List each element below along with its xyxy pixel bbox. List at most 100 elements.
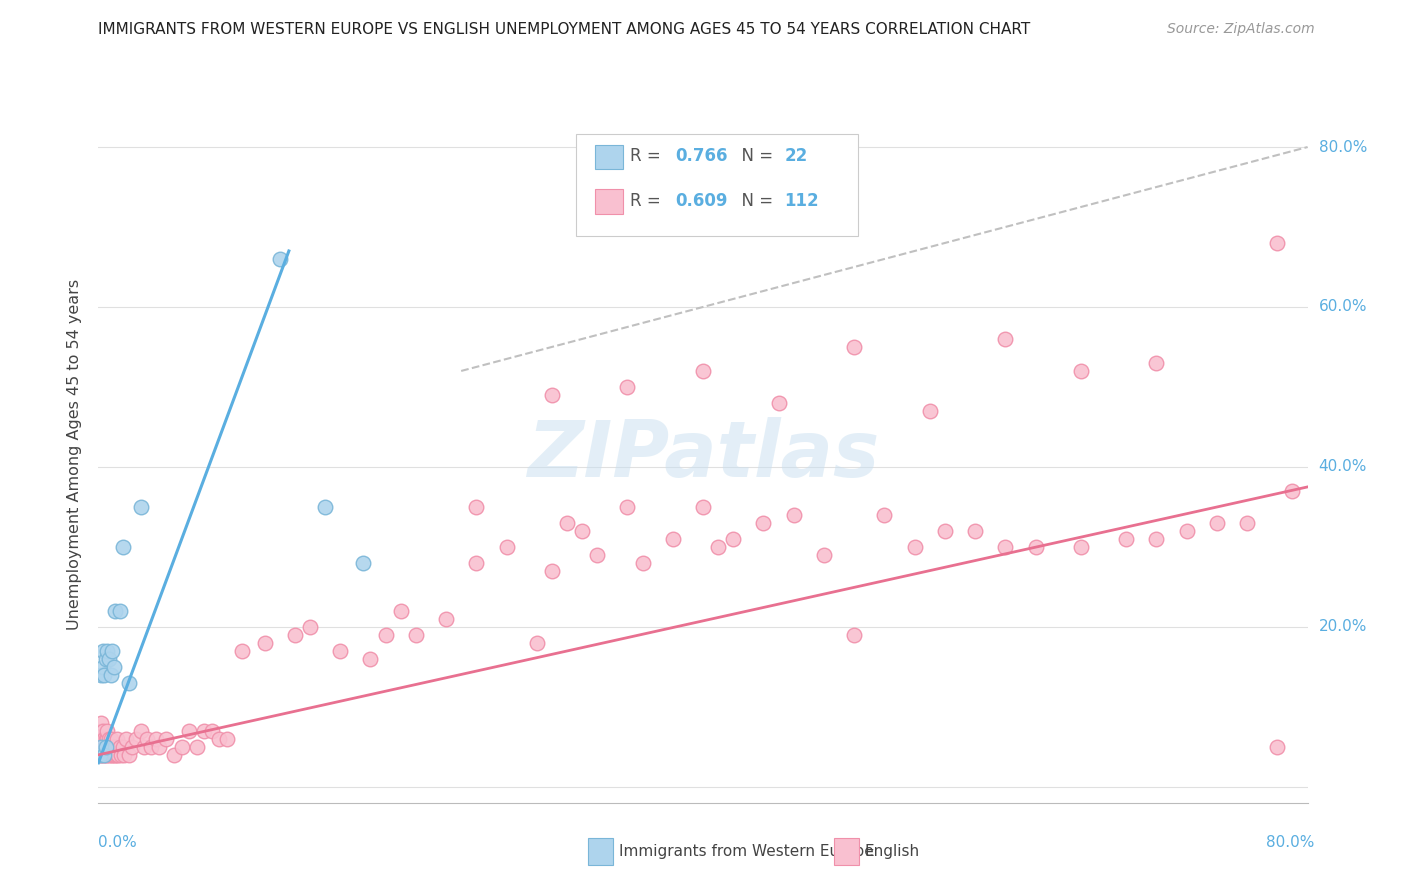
Point bbox=[631, 556, 654, 570]
Point bbox=[94, 731, 117, 746]
Point bbox=[299, 620, 322, 634]
Text: R =: R = bbox=[630, 147, 666, 165]
Y-axis label: Unemployment Among Ages 45 to 54 years: Unemployment Among Ages 45 to 54 years bbox=[67, 279, 83, 631]
Point bbox=[93, 668, 115, 682]
Point bbox=[360, 652, 382, 666]
Point bbox=[103, 660, 125, 674]
Point bbox=[721, 532, 744, 546]
Text: IMMIGRANTS FROM WESTERN EUROPE VS ENGLISH UNEMPLOYMENT AMONG AGES 45 TO 54 YEARS: IMMIGRANTS FROM WESTERN EUROPE VS ENGLIS… bbox=[98, 22, 1031, 37]
Point bbox=[661, 532, 683, 546]
Text: 60.0%: 60.0% bbox=[1319, 300, 1367, 315]
Point bbox=[540, 564, 562, 578]
Text: Source: ZipAtlas.com: Source: ZipAtlas.com bbox=[1167, 22, 1315, 37]
Point bbox=[90, 739, 112, 754]
Point bbox=[571, 524, 593, 538]
Point bbox=[269, 252, 291, 266]
Point bbox=[93, 747, 115, 762]
Point bbox=[994, 332, 1017, 346]
Point bbox=[465, 556, 488, 570]
Point bbox=[96, 723, 118, 738]
Point bbox=[389, 604, 412, 618]
Text: N =: N = bbox=[731, 192, 779, 210]
Point bbox=[98, 652, 121, 666]
Point bbox=[96, 731, 118, 746]
Point bbox=[844, 628, 866, 642]
Point bbox=[540, 388, 562, 402]
Point bbox=[108, 604, 131, 618]
Point bbox=[104, 747, 127, 762]
Point bbox=[1265, 235, 1288, 250]
Point bbox=[434, 612, 457, 626]
Point bbox=[105, 747, 128, 762]
Point bbox=[103, 747, 125, 762]
Point bbox=[1281, 483, 1303, 498]
Point bbox=[108, 739, 131, 754]
Point bbox=[994, 540, 1017, 554]
Point bbox=[1070, 364, 1092, 378]
Point bbox=[1206, 516, 1229, 530]
Point bbox=[329, 644, 352, 658]
Point bbox=[103, 739, 125, 754]
Point bbox=[616, 500, 638, 514]
Text: N =: N = bbox=[731, 147, 779, 165]
Point bbox=[96, 747, 118, 762]
Text: 40.0%: 40.0% bbox=[1319, 459, 1367, 475]
Point bbox=[91, 644, 114, 658]
Point bbox=[934, 524, 956, 538]
Point bbox=[201, 723, 224, 738]
Point bbox=[91, 660, 114, 674]
Point bbox=[616, 380, 638, 394]
Point bbox=[1144, 356, 1167, 370]
Point bbox=[98, 731, 121, 746]
Point bbox=[90, 739, 112, 754]
Point bbox=[90, 731, 112, 746]
Point bbox=[101, 747, 124, 762]
Point bbox=[314, 500, 336, 514]
Point bbox=[405, 628, 427, 642]
Point bbox=[155, 731, 177, 746]
Point bbox=[752, 516, 775, 530]
Point bbox=[193, 723, 215, 738]
Point bbox=[170, 739, 193, 754]
Point bbox=[91, 747, 114, 762]
Point bbox=[586, 548, 609, 562]
Point bbox=[90, 747, 112, 762]
Point bbox=[112, 747, 135, 762]
Text: English: English bbox=[865, 845, 920, 859]
Point bbox=[91, 731, 114, 746]
Point bbox=[186, 739, 208, 754]
Point bbox=[94, 652, 117, 666]
Text: R =: R = bbox=[630, 192, 666, 210]
Point bbox=[96, 644, 118, 658]
Point bbox=[100, 668, 122, 682]
Point bbox=[107, 747, 129, 762]
Point bbox=[89, 747, 111, 762]
Point bbox=[692, 364, 714, 378]
Point bbox=[129, 723, 152, 738]
Point bbox=[707, 540, 730, 554]
Point bbox=[253, 636, 276, 650]
Point bbox=[692, 500, 714, 514]
Point bbox=[374, 628, 396, 642]
Point bbox=[90, 668, 112, 682]
Point bbox=[555, 516, 578, 530]
Point bbox=[111, 540, 134, 554]
Point bbox=[100, 731, 122, 746]
Point bbox=[100, 739, 122, 754]
Point bbox=[145, 731, 167, 746]
Point bbox=[163, 747, 186, 762]
Point bbox=[208, 731, 231, 746]
Point bbox=[125, 731, 148, 746]
Point bbox=[98, 739, 121, 754]
Point bbox=[918, 404, 941, 418]
Point bbox=[1070, 540, 1092, 554]
Point bbox=[129, 500, 152, 514]
Text: 20.0%: 20.0% bbox=[1319, 619, 1367, 634]
Point bbox=[101, 644, 124, 658]
Point bbox=[813, 548, 835, 562]
Point bbox=[782, 508, 804, 522]
Point bbox=[352, 556, 374, 570]
Point bbox=[215, 731, 238, 746]
Point bbox=[177, 723, 201, 738]
Point bbox=[1236, 516, 1258, 530]
